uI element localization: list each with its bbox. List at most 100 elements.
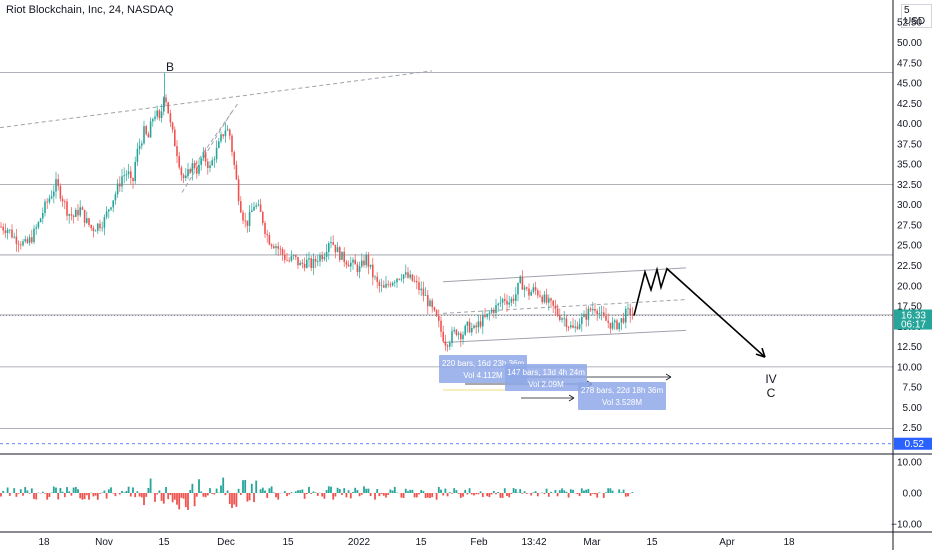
- candle-body: [204, 152, 207, 162]
- projection-path: [633, 266, 766, 358]
- candle-body: [240, 201, 242, 213]
- candle: [336, 241, 339, 253]
- oscillator-bar: [275, 493, 277, 498]
- trend-line: [442, 299, 687, 314]
- candle: [356, 261, 359, 277]
- oscillator-bar: [46, 493, 49, 500]
- candle: [152, 117, 154, 127]
- candle: [244, 212, 246, 228]
- candle-body: [169, 113, 172, 123]
- oscillator-bar: [277, 493, 280, 500]
- candle-body: [314, 258, 317, 262]
- oscillator-bar: [431, 493, 434, 498]
- oscillator-bar: [165, 486, 167, 493]
- candle: [554, 299, 557, 317]
- candle-body: [50, 196, 53, 199]
- oscillator-bar: [468, 488, 471, 493]
- candle: [431, 298, 433, 313]
- candle-body: [460, 333, 462, 340]
- candle: [2, 223, 4, 235]
- oscillator-bar: [565, 491, 568, 493]
- oscillator-bar: [437, 486, 440, 493]
- candle: [552, 300, 554, 313]
- oscillator-bar: [156, 493, 159, 495]
- price-tick-label: 20.00: [897, 281, 922, 292]
- candle: [257, 199, 260, 207]
- time-tick-label: Mar: [583, 537, 601, 548]
- candle-body: [570, 325, 572, 328]
- candle: [319, 252, 321, 267]
- candle: [433, 306, 436, 312]
- candle: [229, 128, 231, 140]
- oscillator-bar: [283, 491, 286, 493]
- candle: [24, 235, 26, 244]
- candles: [0, 72, 634, 352]
- oscillator-bar: [547, 493, 550, 497]
- candle: [451, 326, 453, 348]
- candle: [253, 201, 255, 212]
- candle-body: [178, 156, 180, 168]
- candle-body: [528, 288, 530, 296]
- time-tick-label: 15: [415, 537, 427, 548]
- horizontal-levels: [0, 72, 893, 445]
- oscillator-bar: [341, 493, 343, 495]
- time-tick-label: 15: [158, 537, 170, 548]
- oscillator-bar: [583, 490, 585, 493]
- oscillator-bar: [136, 491, 139, 493]
- candle: [70, 207, 73, 221]
- oscillator-bar: [376, 489, 379, 493]
- oscillator-bar: [211, 493, 214, 494]
- oscillator-bar: [299, 490, 302, 493]
- candle-body: [618, 322, 620, 330]
- measure-text-1: 278 bars, 22d 18h 36m: [581, 386, 664, 395]
- candle: [59, 183, 62, 202]
- candle: [416, 275, 418, 290]
- candle-body: [466, 321, 469, 326]
- candle-body: [341, 251, 343, 260]
- candle-body: [537, 290, 539, 296]
- candle: [92, 225, 95, 238]
- candle-body: [515, 294, 517, 301]
- oscillator-bar: [30, 488, 33, 493]
- oscillator-bar: [411, 489, 414, 493]
- oscillator-bar: [77, 489, 79, 493]
- candle-body: [413, 280, 416, 282]
- candle-body: [123, 175, 125, 177]
- candle: [154, 110, 156, 122]
- oscillator-bar: [605, 492, 607, 493]
- candle: [506, 294, 508, 313]
- time-tick-label: Nov: [95, 537, 113, 548]
- candle: [77, 204, 79, 222]
- candle: [332, 235, 334, 246]
- candle-body: [550, 298, 552, 301]
- candle: [418, 276, 420, 295]
- candle: [55, 171, 57, 199]
- oscillator-bar: [147, 487, 150, 493]
- candle: [563, 310, 565, 327]
- oscillator-bar: [442, 493, 445, 496]
- measure-box: 278 bars, 22d 18h 36m Vol 3.528M: [578, 382, 666, 410]
- oscillator-bar: [424, 493, 427, 499]
- candle-body: [475, 325, 477, 328]
- oscillator-bar: [261, 487, 264, 493]
- candle-body: [301, 262, 304, 264]
- candle: [607, 313, 609, 329]
- candle: [176, 140, 178, 164]
- oscillator-bar: [512, 488, 515, 493]
- candle: [22, 238, 24, 247]
- candle-body: [116, 183, 119, 195]
- oscillator-bar: [107, 489, 110, 493]
- oscillator-bar: [536, 493, 539, 497]
- candle-body: [167, 102, 169, 114]
- candle: [398, 278, 400, 281]
- candle-body: [519, 276, 521, 283]
- oscillator-bar: [510, 493, 513, 494]
- candle-body: [589, 308, 592, 311]
- candle: [453, 326, 455, 334]
- oscillator-bar: [220, 485, 222, 493]
- candle: [369, 264, 372, 270]
- candle: [482, 310, 484, 335]
